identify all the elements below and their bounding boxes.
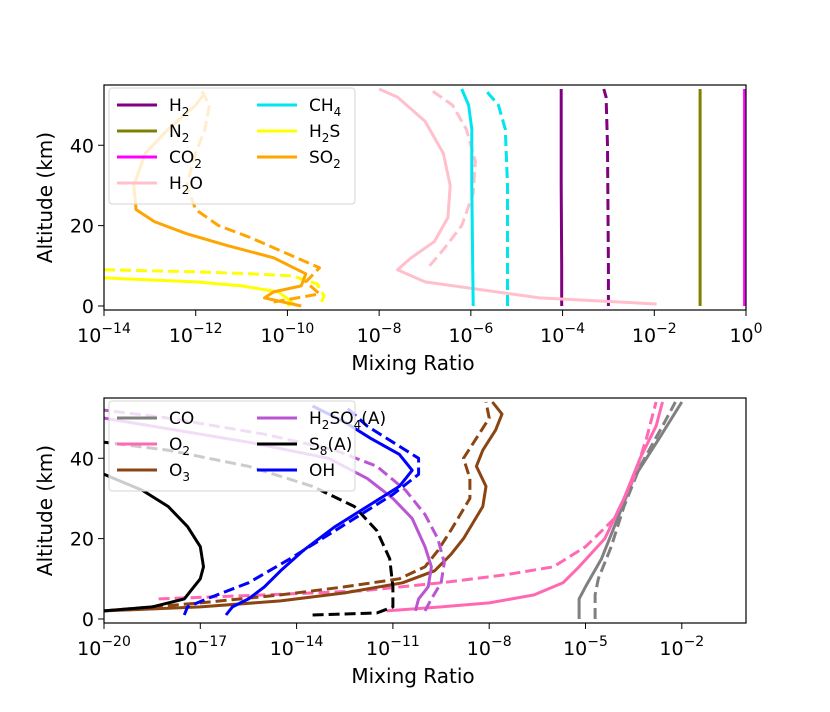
series-line-h2-solid	[559, 89, 564, 306]
series-line-s8a-solid	[104, 472, 205, 613]
series-line-h2s-dashed	[104, 268, 326, 307]
x-tick-label: 10−20	[77, 634, 131, 660]
legend-label-h2s: H2​S	[309, 122, 340, 145]
legend-label-o3: O3​	[169, 461, 190, 484]
x-tick-label: 10−2	[632, 321, 677, 347]
series-line-co-solid	[577, 401, 684, 619]
series-line-h2o-solid	[378, 87, 657, 306]
legend-label-n2: N2​	[169, 122, 189, 145]
legend-label-s8a: S8​(A)	[309, 435, 352, 458]
x-tick-label: 100	[729, 321, 762, 347]
x-tick-label: 10−14	[77, 321, 131, 347]
legend: CO O2​ O3​ H2​SO4​(A) S8​(A) OH	[108, 400, 386, 492]
x-tick-label: 10−2	[659, 634, 704, 660]
legend-label-h2: H2​	[169, 96, 189, 119]
series-line-ch4-dashed	[483, 88, 509, 306]
series-line-h2s-solid	[104, 276, 294, 308]
y-tick-label: 20	[70, 529, 94, 551]
series-line-o2-dashed	[158, 401, 658, 601]
legend-label-co2: CO2​	[169, 148, 202, 171]
y-tick-label: 0	[82, 296, 94, 318]
top-panel: 10−14 10−12 10−10 10−8 10−6 10−4 10−2 100 0 20 40 M…	[33, 84, 763, 375]
legend-label-o2: O2​	[169, 435, 190, 458]
series-line-ch4-solid	[460, 88, 475, 307]
x-tick-label: 10−6	[448, 321, 493, 347]
series-line-co-dashed	[593, 401, 677, 619]
x-tick-label: 10−17	[173, 634, 227, 660]
y-tick-label: 20	[70, 216, 94, 238]
series-line-oh-dashed	[182, 404, 421, 616]
legend-box	[108, 87, 356, 205]
y-tick-label: 40	[70, 448, 94, 470]
series-line-o3-dashed	[104, 401, 491, 613]
legend-label-h2o: H2​O	[169, 174, 203, 197]
x-axis-label: Mixing Ratio	[351, 351, 474, 375]
series-line-o2-solid	[386, 401, 664, 613]
series-line-s8a-dashed	[104, 440, 395, 617]
legend-label-so2: SO2​	[309, 148, 341, 171]
bottom-panel: 10−20 10−17 10−14 10−11 10−8 10−5 10−202040Mix…	[33, 397, 747, 688]
series-line-oh-solid	[224, 404, 414, 616]
x-tick-label: 10−4	[540, 321, 585, 347]
legend-label-ch4: CH4​	[309, 96, 341, 119]
x-tick-label: 10−8	[467, 634, 512, 660]
series-line-h2o-dashed	[428, 87, 477, 267]
x-tick-label: 10−14	[270, 634, 324, 660]
series-line-h2-dashed	[602, 88, 610, 306]
x-tick-label: 10−10	[261, 321, 315, 347]
x-tick-label: 10−11	[366, 634, 420, 660]
plot-frame	[103, 397, 747, 624]
y-tick-label: 40	[70, 135, 94, 157]
plot-frame	[103, 84, 747, 311]
x-tick-label: 10−8	[357, 321, 402, 347]
x-axis-label: Mixing Ratio	[351, 664, 474, 688]
y-axis-label: Altitude (km)	[33, 132, 57, 263]
legend: H2​ N2​ CO2​ H2​O CH4​ H2​S SO2​	[108, 87, 356, 205]
series-line-o3-solid	[104, 401, 504, 613]
legend-label-h2so4a: H2​SO4​(A)	[309, 409, 386, 432]
series-lines	[104, 87, 746, 308]
y-axis-label: Altitude (km)	[33, 445, 57, 576]
legend-label-oh: OH	[309, 461, 335, 481]
y-tick-label: 0	[82, 609, 94, 631]
x-tick-label: 10−5	[563, 634, 608, 660]
x-tick-label: 10−12	[169, 321, 223, 347]
legend-label-co: CO	[169, 409, 194, 429]
